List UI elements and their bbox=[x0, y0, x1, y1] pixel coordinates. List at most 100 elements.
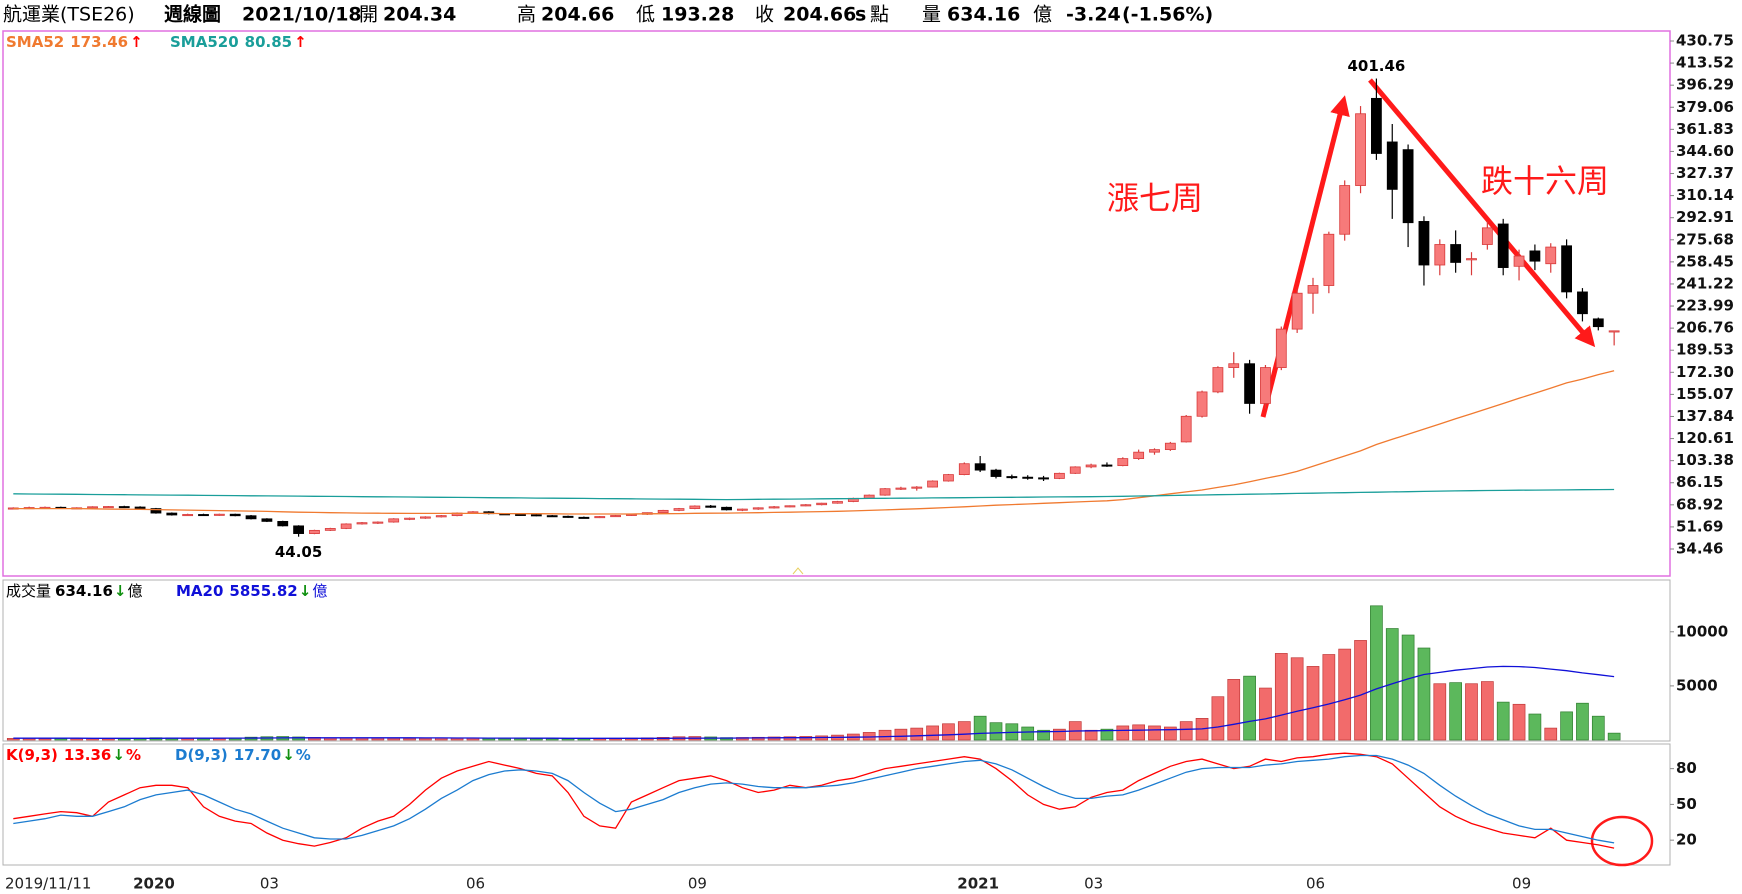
candle-body bbox=[1291, 292, 1303, 330]
candle-body bbox=[1608, 330, 1620, 333]
volume-bar bbox=[1084, 729, 1098, 741]
y-tick-label: 5000 bbox=[1676, 676, 1718, 694]
candle-body bbox=[530, 514, 542, 517]
line-series bbox=[13, 754, 1615, 844]
candle-body bbox=[277, 520, 289, 527]
candle-body bbox=[1260, 367, 1271, 404]
candle-body bbox=[958, 463, 970, 476]
volume-bar bbox=[1053, 728, 1066, 741]
candle-body bbox=[213, 513, 225, 516]
y-tick-label: 396.29 bbox=[1676, 76, 1734, 94]
legend-entry: D(9,3) 17.70↓% bbox=[175, 746, 311, 764]
y-tick-label: 430.75 bbox=[1676, 31, 1734, 49]
candle-body bbox=[1355, 113, 1366, 186]
volume-bar bbox=[957, 721, 971, 741]
volume-bar bbox=[1449, 682, 1463, 741]
candle-body bbox=[974, 463, 986, 471]
candle-body bbox=[404, 517, 415, 520]
fall-arrow bbox=[1368, 78, 1596, 348]
candle-body bbox=[784, 505, 796, 508]
volume-bar bbox=[1401, 634, 1415, 741]
candle-body bbox=[182, 514, 194, 517]
line-series bbox=[13, 370, 1615, 515]
legend-text: ↓ bbox=[112, 746, 125, 764]
candle-body bbox=[150, 508, 162, 514]
candle-body bbox=[103, 506, 114, 509]
legend-text: 億 bbox=[312, 582, 327, 600]
y-tick-label: 10000 bbox=[1676, 622, 1728, 640]
x-tick-label: 06 bbox=[1306, 875, 1325, 893]
volume-bar bbox=[1179, 721, 1193, 741]
header-item: -3.24 bbox=[1066, 4, 1121, 26]
legend-text: ↓ bbox=[114, 582, 127, 600]
y-tick-label: 379.06 bbox=[1676, 98, 1734, 116]
volume-bar bbox=[1417, 647, 1431, 741]
candle-body bbox=[515, 513, 526, 516]
header-item: 204.34 bbox=[383, 4, 456, 26]
candle-body bbox=[1561, 245, 1572, 293]
volume-bar bbox=[989, 722, 1003, 741]
candle-body bbox=[309, 529, 320, 534]
candle-body bbox=[800, 504, 812, 507]
volume-bar bbox=[1512, 703, 1526, 741]
candle-body bbox=[1386, 141, 1398, 190]
legend-text: 5855.82 bbox=[229, 582, 297, 600]
y-tick-label: 51.69 bbox=[1676, 517, 1723, 535]
header-item: 億 bbox=[1033, 4, 1052, 26]
y-tick-label: 292.91 bbox=[1676, 208, 1734, 226]
volume-bar bbox=[926, 725, 939, 741]
header-item: 開 bbox=[359, 4, 378, 26]
y-tick-label: 80 bbox=[1676, 759, 1697, 777]
candle-body bbox=[721, 506, 732, 511]
y-tick-label: 50 bbox=[1676, 795, 1697, 813]
candle-body bbox=[87, 506, 98, 509]
header-item: 634.16 bbox=[947, 4, 1020, 26]
volume-bar bbox=[1322, 654, 1336, 741]
x-tick-label: 03 bbox=[260, 875, 279, 893]
legend-text: K(9,3) bbox=[6, 746, 58, 764]
legend-text: % bbox=[126, 746, 141, 764]
y-tick-label: 206.76 bbox=[1676, 319, 1734, 337]
volume-bar bbox=[1607, 732, 1621, 741]
candle-body bbox=[1434, 244, 1446, 266]
candle-body bbox=[1196, 391, 1208, 417]
header-item: 航運業(TSE26) bbox=[3, 4, 135, 26]
y-tick-label: 275.68 bbox=[1676, 230, 1734, 248]
candle-body bbox=[816, 502, 828, 506]
volume-bar bbox=[910, 727, 924, 741]
volume-bar bbox=[1370, 605, 1383, 741]
y-tick-label: 34.46 bbox=[1676, 540, 1723, 558]
legend-text: 80.85 bbox=[245, 33, 292, 51]
candle-body bbox=[737, 508, 748, 511]
y-tick-label: 155.07 bbox=[1676, 385, 1734, 403]
candle-body bbox=[1022, 476, 1034, 479]
legend-text: ↑ bbox=[130, 33, 143, 51]
legend-text: SMA52 bbox=[6, 33, 64, 51]
price-panel bbox=[2, 30, 1671, 577]
x-tick-label: 2021 bbox=[957, 875, 999, 893]
volume-bar bbox=[1480, 681, 1494, 741]
candle-body bbox=[990, 469, 1002, 477]
candle-body bbox=[911, 486, 923, 489]
x-tick-label: 09 bbox=[688, 875, 707, 893]
volume-bar bbox=[403, 738, 416, 741]
candle-body bbox=[879, 488, 891, 496]
legend-text: 634.16 bbox=[55, 582, 113, 600]
candle-body bbox=[166, 512, 178, 516]
header-item: 低 bbox=[636, 4, 655, 26]
legend-text: SMA520 bbox=[170, 33, 239, 51]
candle-body bbox=[1418, 221, 1430, 266]
annotation: 跌十六周 bbox=[1481, 162, 1609, 200]
candle-body bbox=[943, 474, 954, 482]
candle-body bbox=[324, 528, 336, 531]
candle-body bbox=[1275, 328, 1287, 368]
volume-bar bbox=[1227, 679, 1241, 741]
annotation: 漲七周 bbox=[1107, 179, 1203, 217]
candle-body bbox=[546, 515, 558, 518]
highlight-circle bbox=[1590, 815, 1654, 867]
y-tick-label: 361.83 bbox=[1676, 120, 1734, 138]
legend-entry: SMA52 173.46 ↑ bbox=[6, 33, 143, 51]
